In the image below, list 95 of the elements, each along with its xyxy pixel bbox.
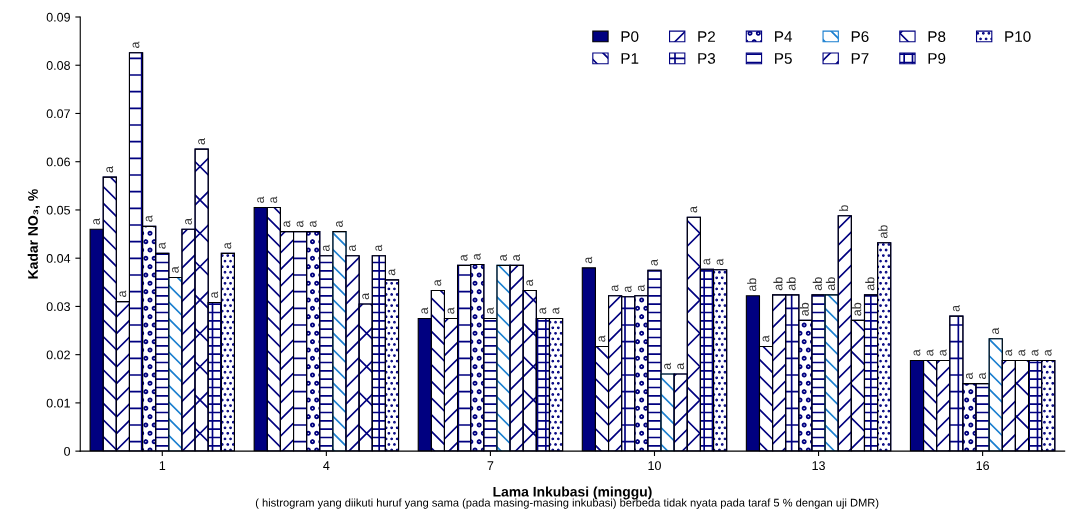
- data-label: a: [388, 268, 396, 276]
- data-label: a: [979, 372, 986, 379]
- data-label: a: [434, 279, 442, 286]
- data-label: a: [460, 254, 468, 261]
- data-label: a: [93, 218, 101, 225]
- data-label: ab: [747, 278, 757, 292]
- x-tick-label: 4: [323, 461, 330, 470]
- data-label: a: [257, 196, 265, 203]
- data-label: a: [309, 220, 317, 227]
- data-label: a: [539, 307, 547, 314]
- data-label: a: [664, 362, 671, 370]
- data-label: a: [992, 327, 1000, 335]
- data-label: a: [762, 335, 770, 342]
- data-label: ab: [825, 277, 836, 291]
- legend-label: P3: [698, 53, 716, 64]
- data-label: ab: [773, 277, 783, 291]
- y-axis-title: Kadar NO₃, %: [27, 189, 40, 279]
- data-label: a: [913, 349, 921, 356]
- data-label: a: [939, 349, 947, 356]
- y-tick-label: 0.09: [46, 12, 70, 22]
- legend-label: P10: [1005, 31, 1031, 42]
- data-label: a: [270, 196, 278, 203]
- data-label: a: [106, 166, 114, 173]
- data-label: b: [838, 205, 849, 211]
- data-label: a: [119, 290, 127, 297]
- data-label: a: [926, 349, 934, 356]
- legend-label: P7: [851, 53, 869, 64]
- data-label: a: [637, 284, 645, 292]
- data-label: ab: [799, 302, 809, 316]
- data-label: a: [1005, 349, 1013, 356]
- data-label: a: [624, 285, 632, 293]
- data-label: a: [611, 284, 619, 292]
- data-label: a: [526, 279, 534, 286]
- data-label: a: [224, 242, 232, 249]
- legend-label: P5: [775, 53, 792, 64]
- y-tick-label: 0.01: [46, 398, 70, 408]
- data-label: a: [598, 335, 606, 342]
- data-label: a: [716, 258, 724, 266]
- y-tick-label: 0.08: [46, 61, 70, 70]
- data-label: ab: [878, 225, 888, 239]
- data-label: a: [132, 41, 140, 48]
- data-label: a: [198, 138, 206, 145]
- data-label: a: [421, 307, 429, 314]
- y-tick-label: 0.02: [46, 350, 70, 360]
- y-tick-label: 0: [64, 446, 71, 456]
- y-tick-label: 0.07: [46, 109, 70, 119]
- data-label: a: [500, 254, 507, 261]
- data-label: ab: [786, 277, 796, 291]
- data-label: ab: [812, 277, 822, 291]
- legend-label: P6: [851, 31, 869, 42]
- data-label: a: [335, 220, 343, 227]
- y-tick-label: 0.04: [46, 253, 71, 263]
- legend-label: P0: [621, 31, 639, 42]
- legend-label: P9: [928, 53, 946, 64]
- data-label: a: [362, 292, 370, 300]
- data-label: a: [283, 220, 291, 227]
- x-tick-label: 16: [976, 461, 990, 471]
- x-tick-label: 7: [487, 461, 494, 470]
- y-tick-label: 0.05: [46, 205, 71, 215]
- data-label: a: [552, 307, 560, 314]
- y-tick-label: 0.06: [46, 157, 70, 167]
- data-label: a: [145, 215, 153, 222]
- data-label: a: [375, 244, 383, 252]
- data-label: a: [486, 307, 494, 314]
- data-label: a: [473, 253, 481, 260]
- data-label: a: [952, 304, 960, 312]
- x-tick-label: 1: [159, 461, 166, 470]
- data-label: a: [690, 206, 698, 213]
- data-label: a: [349, 244, 356, 252]
- x-tick-label: 13: [812, 461, 825, 471]
- data-label: a: [158, 242, 166, 249]
- data-label: a: [650, 259, 658, 266]
- data-label: a: [1044, 349, 1052, 356]
- data-label: a: [1018, 349, 1026, 356]
- data-label: a: [211, 291, 219, 298]
- data-label: a: [322, 244, 330, 252]
- data-label: a: [677, 362, 685, 370]
- legend-label: P1: [621, 53, 639, 64]
- legend-label: P4: [775, 31, 793, 42]
- text: ( histrogram yang diikuti huruf yang sama (pada masing-masing inkubasi) berbeda tidak nyata pada taraf 5 % dengan uji DMR): [255, 498, 879, 509]
- legend-label: P8: [928, 31, 946, 42]
- data-label: a: [171, 266, 179, 273]
- data-label: ab: [865, 277, 875, 291]
- x-tick-label: 10: [648, 461, 661, 471]
- data-label: ab: [852, 302, 862, 316]
- data-label: a: [703, 258, 711, 265]
- data-label: a: [185, 218, 192, 225]
- data-label: a: [966, 372, 973, 379]
- data-label: a: [1031, 349, 1039, 356]
- data-label: a: [296, 220, 304, 227]
- y-tick-label: 0.03: [46, 302, 70, 312]
- data-label: a: [447, 307, 455, 314]
- legend-label: P2: [698, 31, 715, 42]
- data-label: a: [585, 256, 593, 264]
- data-label: a: [513, 254, 521, 261]
